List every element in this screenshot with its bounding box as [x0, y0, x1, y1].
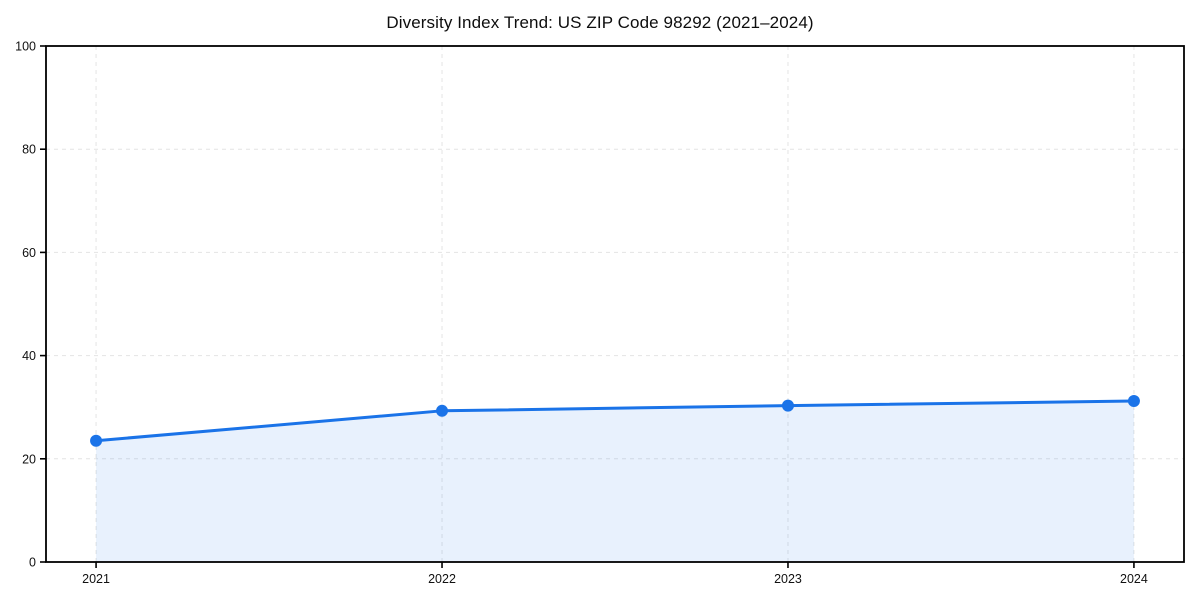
- y-tick-label: 60: [22, 246, 36, 260]
- data-point: [1127, 395, 1140, 408]
- x-tick-label: 2023: [774, 572, 802, 586]
- y-tick-label: 0: [29, 556, 36, 570]
- data-point: [781, 399, 794, 412]
- x-tick-label: 2022: [428, 572, 456, 586]
- y-tick-label: 20: [22, 452, 36, 466]
- y-tick-label: 100: [15, 40, 36, 54]
- data-point: [90, 434, 103, 447]
- x-tick-label: 2024: [1120, 572, 1148, 586]
- data-point: [436, 404, 449, 417]
- y-tick-label: 80: [22, 143, 36, 157]
- data-line: [94, 399, 1136, 443]
- area-fill: [96, 401, 1134, 562]
- chart-title: Diversity Index Trend: US ZIP Code 98292…: [386, 13, 814, 32]
- plot-border: [45, 45, 1185, 563]
- x-tick-label: 2021: [82, 572, 110, 586]
- y-tick-label: 40: [22, 349, 36, 363]
